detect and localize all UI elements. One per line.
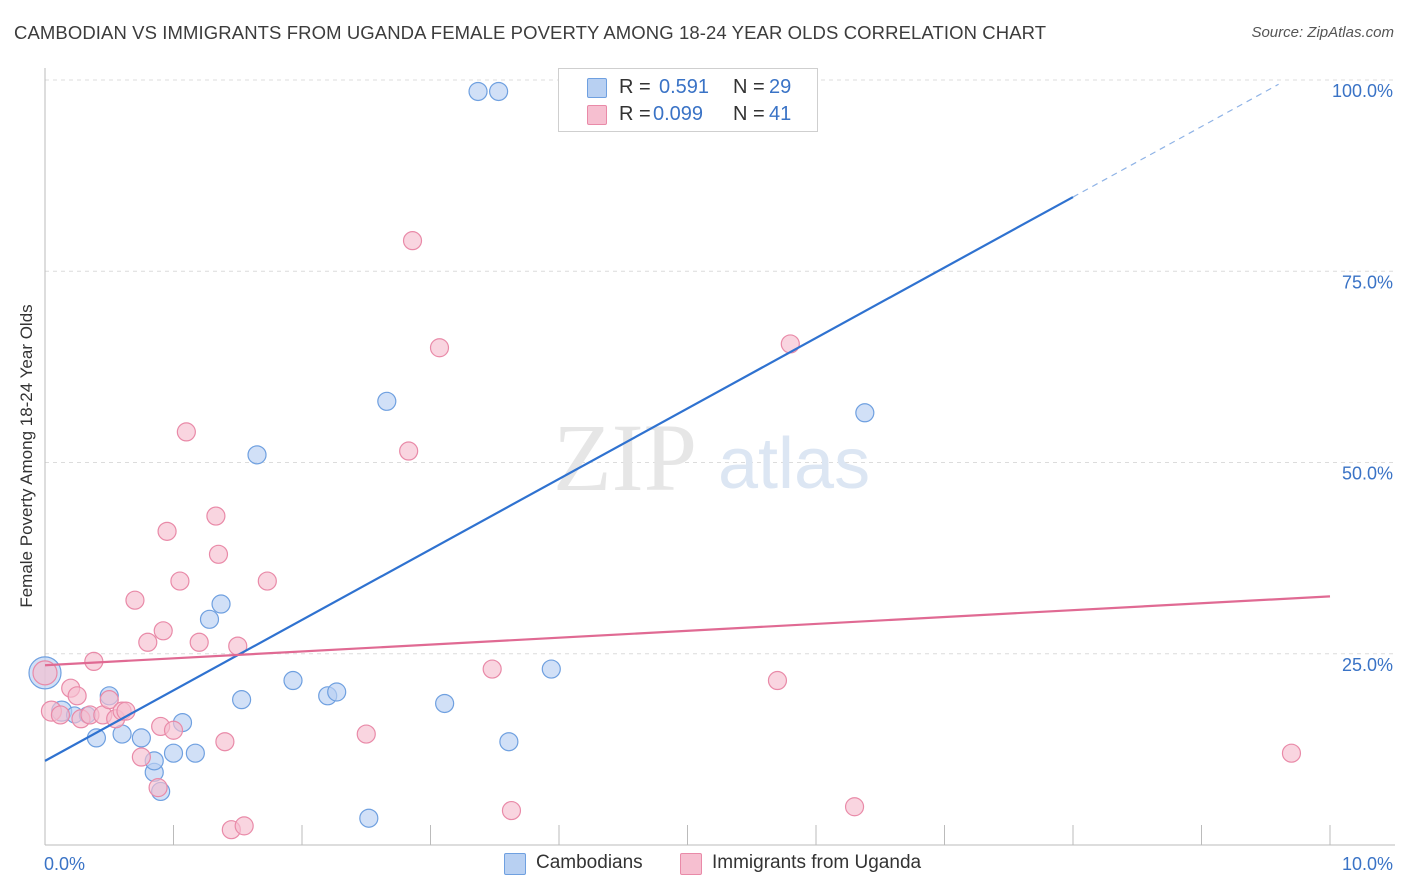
cambodian-point [199,609,220,629]
legend-n-label: N = [733,76,765,98]
tick-label-layer: 25.0% 50.0% 75.0% 100.0% 0.0% 10.0% [44,81,1393,874]
uganda-point [356,724,376,744]
uganda-point [215,732,235,752]
trend-layer [44,83,1331,762]
uganda-point [131,747,151,767]
uganda-point [780,334,800,354]
watermark: ZIP atlas [553,404,870,511]
legend-n-value-uganda: 41 [769,103,792,125]
legend-n-value-cambodians: 29 [769,76,792,98]
uganda-point [189,632,209,652]
uganda-point [402,231,423,251]
uganda-point [32,660,58,686]
legend-swatch-uganda [680,853,702,875]
cambodian-point [283,670,303,691]
cambodian-point [247,445,267,465]
legend-label-cambodians: Cambodians [536,852,643,873]
uganda-point [67,686,87,706]
cambodian-trendline-extension [1072,83,1279,198]
legend-r-value-uganda: 0.099 [653,103,704,125]
grid-layer [45,79,1395,655]
uganda-point [234,816,254,836]
watermark-atlas: atlas [718,424,870,504]
uganda-point [206,506,226,526]
uganda-trendline [44,595,1331,667]
cambodian-point [377,391,397,411]
uganda-point [844,797,865,817]
legend-n-label: N = [733,103,765,125]
y-tick-label: 25.0% [1342,655,1393,675]
legend-label-uganda: Immigrants from Uganda [712,852,922,873]
uganda-point [257,571,277,591]
y-tick-label: 50.0% [1342,464,1393,484]
uganda-point [170,571,190,591]
cambodian-point [211,594,231,614]
x-tick-label: 10.0% [1342,854,1393,874]
cambodian-point [855,403,875,423]
cambodian-point [489,81,509,102]
legend-swatch-cambodians [587,78,607,98]
uganda-point [157,521,177,541]
cambodian-point [163,743,184,763]
uganda-point [153,621,173,641]
uganda-point [138,632,158,652]
cambodian-point [327,682,347,702]
uganda-point [767,670,788,691]
uganda-point [399,441,419,461]
uganda-point [429,338,450,358]
uganda-point [208,544,229,564]
source-label: Source: ZipAtlas.com [1251,24,1394,41]
cambodian-point [435,693,455,714]
cambodian-point [131,728,151,748]
cambodian-point [541,659,561,679]
legend-swatch-uganda [587,105,607,125]
chart-title: CAMBODIAN VS IMMIGRANTS FROM UGANDA FEMA… [14,22,1047,43]
cambodian-point [185,743,205,763]
uganda-point [125,590,145,610]
uganda-point [482,659,502,679]
legend-r-value-cambodians: 0.591 [659,76,710,98]
points-layer [28,81,1302,840]
legend-swatch-cambodians [504,853,526,875]
correlation-legend: R = 0.591 N = 29 R = 0.099 N = 41 [558,68,818,132]
uganda-point [99,690,119,710]
cambodian-point [232,690,252,710]
cambodian-point [359,808,379,828]
uganda-point [148,778,168,798]
uganda-point [1281,743,1302,763]
x-tick-label: 0.0% [44,854,85,874]
y-tick-label: 100.0% [1332,81,1393,101]
cambodian-point [499,732,519,752]
uganda-point [163,720,184,740]
legend-r-label: R = [619,76,651,98]
cambodian-trendline [44,196,1074,762]
uganda-point [176,422,196,442]
legend-r-label: R = [619,103,651,125]
cambodian-point [468,81,488,102]
uganda-point [501,800,522,821]
watermark-zip: ZIP [553,404,697,511]
uganda-point [50,705,71,725]
y-tick-label: 75.0% [1342,272,1393,292]
